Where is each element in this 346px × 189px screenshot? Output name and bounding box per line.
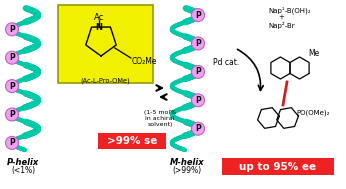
- Circle shape: [6, 108, 18, 121]
- Text: M-helix: M-helix: [170, 158, 204, 167]
- Text: (Ac-L-Pro-OMe): (Ac-L-Pro-OMe): [81, 77, 130, 84]
- Circle shape: [191, 9, 204, 22]
- Text: Ac: Ac: [94, 12, 104, 22]
- Text: Nap¹-B(OH)₂: Nap¹-B(OH)₂: [268, 6, 311, 13]
- Text: P: P: [9, 53, 15, 62]
- FancyBboxPatch shape: [98, 133, 166, 149]
- Text: Nap²-Br: Nap²-Br: [268, 22, 295, 29]
- Circle shape: [6, 80, 18, 93]
- Text: (<1%): (<1%): [11, 166, 35, 175]
- Text: N: N: [95, 23, 102, 33]
- Text: P: P: [9, 82, 15, 91]
- Text: P: P: [195, 96, 201, 105]
- Text: CO₂Me: CO₂Me: [132, 57, 157, 66]
- Text: P-helix: P-helix: [7, 158, 39, 167]
- Text: Me: Me: [308, 49, 319, 57]
- Text: (1-5 mol%
in achiral
solvent): (1-5 mol% in achiral solvent): [144, 110, 176, 127]
- Text: P: P: [9, 138, 15, 147]
- Text: PO(OMe)₂: PO(OMe)₂: [296, 110, 329, 116]
- FancyBboxPatch shape: [222, 158, 334, 175]
- FancyBboxPatch shape: [58, 5, 153, 83]
- Circle shape: [6, 23, 18, 36]
- Circle shape: [6, 51, 18, 64]
- FancyArrowPatch shape: [237, 49, 263, 90]
- Text: P: P: [9, 25, 15, 34]
- Text: P: P: [195, 11, 201, 20]
- Text: Pd cat.: Pd cat.: [213, 58, 239, 67]
- Text: P: P: [195, 124, 201, 133]
- Text: P: P: [195, 39, 201, 48]
- Circle shape: [191, 37, 204, 50]
- Text: +: +: [278, 14, 284, 20]
- Text: P: P: [195, 67, 201, 76]
- Circle shape: [191, 94, 204, 107]
- Text: P: P: [9, 110, 15, 119]
- Circle shape: [191, 65, 204, 78]
- Text: >99% se: >99% se: [107, 136, 157, 146]
- Circle shape: [191, 122, 204, 135]
- Circle shape: [6, 136, 18, 149]
- Text: (>99%): (>99%): [172, 166, 202, 175]
- Text: up to 95% ee: up to 95% ee: [239, 161, 317, 171]
